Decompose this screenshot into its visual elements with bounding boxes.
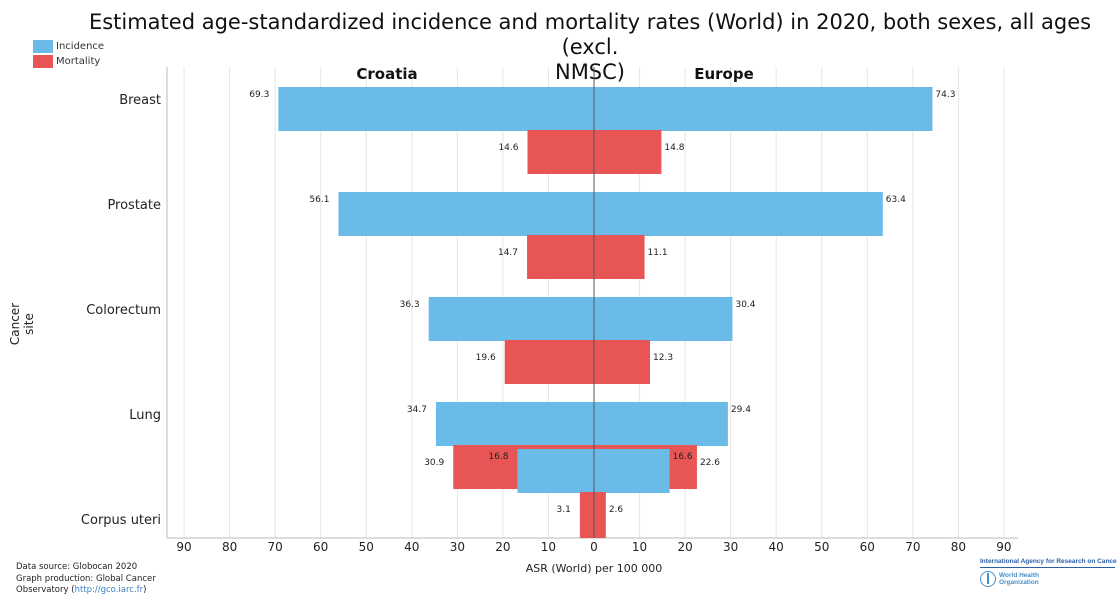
who-logo[interactable]: World Health Organization [980, 571, 1115, 587]
data-label-mortality-croatia: 3.1 [557, 505, 571, 515]
bar-incidence-europe [594, 87, 933, 131]
data-label-incidence-croatia: 34.7 [407, 405, 427, 415]
legend-swatch-mortality [33, 55, 53, 68]
source-suffix: ) [143, 585, 147, 595]
x-tick-label: 70 [905, 540, 920, 554]
bar-incidence-europe [594, 192, 883, 236]
data-label-incidence-croatia: 56.1 [309, 195, 329, 205]
bar-mortality-europe [594, 492, 606, 538]
data-label-mortality-croatia: 19.6 [476, 353, 496, 363]
category-label: Corpus uteri [81, 513, 161, 528]
x-tick-label: 80 [222, 540, 237, 554]
panel-label-croatia: Croatia [356, 65, 417, 83]
x-tick-label: 80 [951, 540, 966, 554]
data-source-note: Data source: Globocan 2020 Graph product… [16, 562, 156, 597]
title-line-1: Estimated age-standardized incidence and… [88, 10, 1092, 59]
source-prefix: Observatory ( [16, 585, 75, 595]
bar-incidence-croatia [278, 87, 594, 131]
source-line-1: Data source: Globocan 2020 [16, 562, 138, 572]
data-label-mortality-europe: 2.6 [609, 505, 624, 515]
x-tick-label: 50 [359, 540, 374, 554]
legend-label-incidence: Incidence [56, 41, 105, 52]
data-label-mortality-croatia: 14.6 [498, 143, 518, 153]
data-label-incidence-europe: 30.4 [735, 300, 755, 310]
legend-label-mortality: Mortality [56, 56, 101, 67]
data-label-mortality-europe: 11.1 [648, 248, 668, 258]
bar-incidence-europe [594, 297, 733, 341]
bar-mortality-europe [594, 340, 651, 384]
category-label: Prostate [107, 198, 161, 213]
source-line-3: Observatory (http://gco.iarc.fr) [16, 585, 156, 597]
category-label: Colorectum [86, 303, 161, 318]
x-tick-label: 20 [495, 540, 510, 554]
x-tick-label: 40 [404, 540, 419, 554]
source-line-2: Graph production: Global Cancer [16, 573, 156, 584]
bar-mortality-europe [594, 235, 645, 279]
data-label-incidence-croatia: 36.3 [400, 300, 420, 310]
x-axis-label: ASR (World) per 100 000 [526, 562, 663, 575]
category-label: Breast [119, 93, 161, 108]
bar-incidence-croatia [435, 402, 594, 446]
logos: International Agency for Research on Can… [980, 558, 1117, 587]
data-label-mortality-europe: 14.8 [664, 143, 684, 153]
bar-incidence-croatia [517, 449, 594, 493]
who-emblem-icon [980, 571, 996, 587]
legend-item-incidence[interactable]: Incidence [33, 39, 104, 54]
x-tick-label: 90 [176, 540, 191, 554]
category-label: Lung [129, 408, 161, 423]
data-label-mortality-europe: 12.3 [653, 353, 673, 363]
panel-label-europe: Europe [694, 65, 754, 83]
data-label-mortality-europe: 22.6 [700, 458, 720, 468]
x-tick-label: 90 [996, 540, 1011, 554]
x-tick-label: 30 [723, 540, 738, 554]
x-tick-label: 30 [450, 540, 465, 554]
data-label-incidence-europe: 74.3 [935, 90, 955, 100]
x-tick-label: 60 [860, 540, 875, 554]
x-tick-label: 70 [268, 540, 283, 554]
data-label-incidence-europe: 16.6 [673, 452, 693, 462]
data-label-incidence-europe: 29.4 [731, 405, 751, 415]
bar-mortality-croatia [504, 340, 594, 384]
x-tick-label: 60 [313, 540, 328, 554]
who-line-1: World Health [999, 572, 1039, 579]
legend: Incidence Mortality [33, 39, 104, 69]
x-tick-label: 10 [632, 540, 647, 554]
bar-mortality-croatia [527, 235, 594, 279]
data-label-mortality-croatia: 30.9 [424, 458, 444, 468]
bar-incidence-croatia [338, 192, 594, 236]
bar-incidence-croatia [428, 297, 594, 341]
legend-item-mortality[interactable]: Mortality [33, 54, 104, 69]
bar-mortality-croatia [579, 492, 594, 538]
chart-title: Estimated age-standardized incidence and… [70, 10, 1110, 85]
data-label-incidence-croatia: 69.3 [249, 90, 269, 100]
bar-mortality-europe [594, 130, 662, 174]
x-tick-label: 0 [590, 540, 598, 554]
legend-swatch-incidence [33, 40, 53, 53]
who-line-2: Organization [999, 579, 1039, 586]
bar-mortality-croatia [527, 130, 594, 174]
x-tick-label: 10 [541, 540, 556, 554]
iarc-logo[interactable]: International Agency for Research on Can… [980, 558, 1117, 568]
title-line-2: NMSC) [554, 60, 625, 84]
bar-incidence-europe [594, 449, 670, 493]
data-label-mortality-croatia: 14.7 [498, 248, 518, 258]
x-tick-label: 50 [814, 540, 829, 554]
x-tick-label: 40 [769, 540, 784, 554]
source-link[interactable]: http://gco.iarc.fr [74, 585, 144, 595]
x-tick-label: 20 [677, 540, 692, 554]
bar-incidence-europe [594, 402, 728, 446]
data-label-incidence-europe: 63.4 [886, 195, 906, 205]
data-label-incidence-croatia: 16.8 [488, 452, 508, 462]
